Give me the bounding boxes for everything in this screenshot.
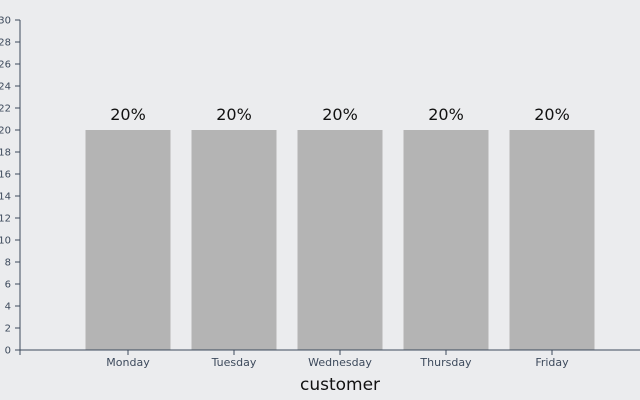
y-tick-label: 6 [5, 280, 11, 291]
data-label-wednesday: 20% [322, 105, 358, 124]
data-label-thursday: 20% [428, 105, 464, 124]
y-tick-label: 2 [5, 324, 11, 335]
x-tick-label-tuesday: Tuesday [211, 356, 257, 369]
y-tick-label: 10 [0, 236, 11, 247]
y-tick-label: 12 [0, 214, 11, 225]
x-tick-label-wednesday: Wednesday [308, 356, 372, 369]
bars: 20% 20% 20% 20% 20% [85, 105, 595, 350]
y-tick-label: 16 [0, 170, 11, 181]
x-axis-title: customer [300, 375, 380, 395]
y-tick-label: 8 [5, 258, 11, 269]
bar-thursday [403, 130, 489, 350]
x-tick-label-monday: Monday [106, 356, 150, 369]
y-tick-label: 20 [0, 126, 11, 137]
y-tick-label: 4 [5, 302, 11, 313]
bar-tuesday [191, 130, 277, 350]
x-tick-label-friday: Friday [535, 356, 569, 369]
bar-friday [509, 130, 595, 350]
bar-wednesday [297, 130, 383, 350]
y-tick-label: 0 [5, 346, 11, 357]
y-tick-label: 28 [0, 38, 11, 49]
data-label-friday: 20% [534, 105, 570, 124]
y-tick-label: 30 [0, 16, 11, 27]
y-tick-label: 18 [0, 148, 11, 159]
bar-monday [85, 130, 171, 350]
data-label-monday: 20% [110, 105, 146, 124]
x-tick-label-thursday: Thursday [419, 356, 472, 369]
y-tick-label: 24 [0, 82, 11, 93]
y-tick-label: 26 [0, 60, 11, 71]
x-axis: Monday Tuesday Wednesday Thursday Friday [19, 349, 640, 369]
y-tick-label: 22 [0, 104, 11, 115]
data-label-tuesday: 20% [216, 105, 252, 124]
y-tick-label: 14 [0, 192, 11, 203]
